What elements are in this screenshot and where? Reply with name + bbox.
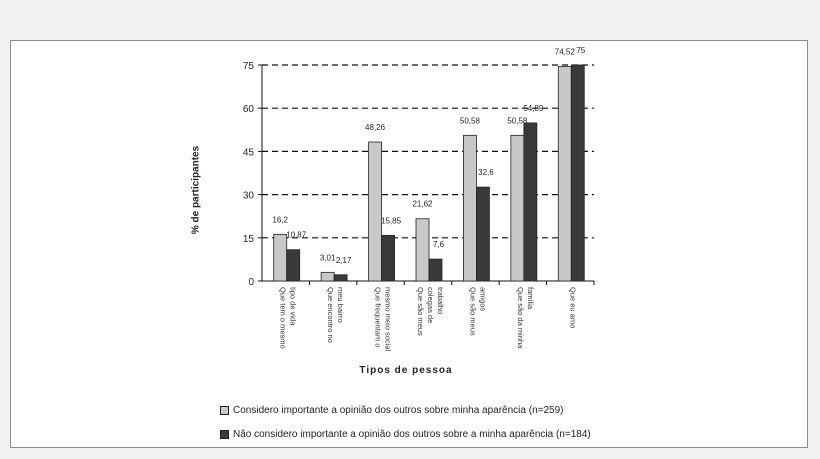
data-label-series-1: 3,01	[320, 253, 336, 262]
y-tick-label: 30	[243, 191, 255, 202]
bar-series-1	[463, 134, 477, 282]
bar-series-1	[557, 65, 572, 282]
bar-series-2	[286, 249, 301, 282]
data-label-series-1: 16,2	[272, 215, 288, 224]
x-category-label-line: Que frequentam o	[374, 287, 383, 347]
data-label-series-2: 32,6	[478, 168, 494, 177]
x-category-label: Que eu amo	[568, 287, 577, 328]
data-label-series-2: 54,89	[523, 104, 544, 113]
x-category-label-line: Que são meus	[468, 287, 477, 336]
x-category-label: Que tem o mesmo tipo de vida	[279, 287, 298, 349]
legend-swatch-series-2	[220, 429, 229, 439]
data-label-series-2: 7,6	[433, 240, 445, 249]
data-label-series-1: 50,58	[460, 116, 481, 125]
legend-item-series-2: Não considero importante a opinião dos o…	[220, 422, 591, 446]
bar-series-1	[415, 218, 430, 282]
legend: Considero importante a opinião dos outro…	[220, 398, 591, 446]
bar-series-2	[523, 122, 538, 282]
data-label-series-1: 50,58	[507, 116, 528, 125]
bar-series-1	[368, 141, 382, 282]
bar-series-2	[381, 234, 395, 282]
bar-series-1	[510, 134, 525, 282]
x-category-label: Que encontro no meu bairro	[326, 287, 345, 343]
x-category-label: Que são da minha família	[516, 287, 535, 349]
x-category-label-line: trabalho	[436, 287, 445, 314]
y-tick-label: 45	[243, 147, 255, 158]
data-label-series-2: 15,85	[381, 216, 402, 225]
legend-swatch-series-1	[220, 405, 229, 415]
y-tick-label: 15	[243, 234, 255, 245]
chart-frame	[10, 40, 808, 448]
data-label-series-1: 48,26	[365, 123, 386, 132]
x-category-label-line: mesmo meio social	[384, 287, 393, 352]
x-category-label-line: meu bairro	[336, 287, 345, 323]
x-category-label-line: Que tem o mesmo	[279, 287, 288, 349]
bar-series-2	[333, 274, 348, 282]
y-tick-label: 0	[248, 277, 254, 288]
data-label-series-1: 21,62	[412, 200, 433, 209]
y-tick-label: 60	[243, 104, 255, 115]
x-category-label-line: Que são da minha	[516, 287, 525, 349]
x-category-label: Que são meus amigos	[468, 287, 487, 336]
x-category-label-line: Que são meus	[416, 287, 425, 336]
bar-series-2	[428, 258, 443, 282]
x-axis-label: Tipos de pessoa	[359, 365, 453, 376]
y-tick-label: 75	[243, 61, 255, 72]
bar-series-2	[476, 186, 490, 282]
legend-label-series-2: Não considero importante a opinião dos o…	[233, 428, 591, 440]
x-category-label-line: Que encontro no	[326, 287, 335, 343]
x-category-label: Que são meus colegas de trabalho	[416, 287, 445, 336]
y-axis-label: % de participantes	[190, 145, 202, 235]
bar-series-1	[273, 233, 288, 282]
x-category-label-line: colegas de	[426, 287, 435, 323]
legend-label-series-1: Considero importante a opinião dos outro…	[233, 404, 564, 416]
x-category-label-line: família	[526, 287, 535, 310]
x-category-label: Que frequentam o mesmo meio social	[374, 287, 393, 352]
x-category-label-line: amigos	[478, 287, 487, 311]
data-label-series-2: 2,17	[336, 256, 352, 265]
data-label-series-1: 74,52	[555, 47, 576, 56]
data-label-series-2: 10,87	[286, 231, 307, 240]
legend-item-series-1: Considero importante a opinião dos outro…	[220, 398, 591, 422]
bar-series-2	[570, 64, 585, 282]
bar-series-1	[320, 271, 335, 282]
x-category-label-line: Que eu amo	[568, 287, 577, 328]
data-label-series-2: 75	[576, 46, 585, 55]
x-category-label-line: tipo de vida	[289, 287, 298, 326]
